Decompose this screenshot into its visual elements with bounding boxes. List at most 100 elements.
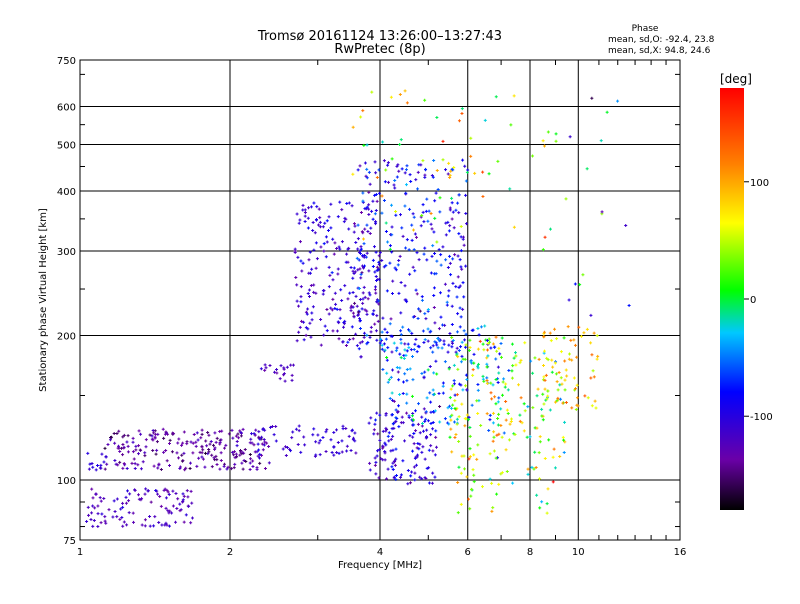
data-point: [519, 358, 523, 362]
data-point: [510, 376, 514, 380]
data-point: [384, 168, 388, 172]
data-point: [340, 299, 344, 303]
data-point: [468, 447, 472, 451]
data-point: [263, 368, 267, 372]
data-point: [174, 520, 178, 524]
data-point: [356, 223, 360, 227]
data-point: [596, 354, 600, 358]
data-point: [133, 488, 137, 492]
data-point: [105, 462, 109, 466]
data-point: [429, 211, 433, 215]
x-tick-label: 1: [77, 547, 83, 558]
data-point: [127, 499, 131, 503]
data-point: [413, 232, 417, 236]
data-point: [447, 367, 451, 371]
data-point: [398, 352, 402, 356]
data-point: [118, 450, 122, 454]
data-point: [401, 421, 405, 425]
data-point: [152, 464, 156, 468]
data-point: [434, 445, 438, 449]
data-point: [114, 462, 118, 466]
data-point: [408, 272, 412, 276]
data-point: [497, 432, 501, 436]
data-point: [377, 476, 381, 480]
data-point: [390, 350, 394, 354]
data-point: [565, 374, 569, 378]
data-point: [411, 315, 415, 319]
data-point: [392, 183, 396, 187]
data-point: [131, 511, 135, 515]
data-point: [291, 363, 295, 367]
data-point: [333, 306, 337, 310]
data-point: [463, 345, 467, 349]
data-point: [230, 428, 234, 432]
data-point: [160, 523, 164, 527]
data-point: [289, 363, 293, 367]
data-point: [423, 312, 427, 316]
data-point: [535, 394, 539, 398]
data-point: [452, 382, 456, 386]
data-point: [373, 322, 377, 326]
data-point: [257, 430, 261, 434]
data-point: [352, 271, 356, 275]
data-point: [374, 418, 378, 422]
data-point: [324, 235, 328, 239]
data-point: [316, 433, 320, 437]
data-point: [373, 270, 377, 274]
data-point: [425, 197, 429, 201]
data-point: [225, 467, 229, 471]
data-point: [426, 308, 430, 312]
data-point: [391, 448, 395, 452]
data-point: [495, 492, 499, 496]
data-point: [423, 370, 427, 374]
data-point: [405, 367, 409, 371]
data-point: [444, 221, 448, 225]
data-point: [318, 453, 322, 457]
data-point: [518, 419, 522, 423]
data-point: [232, 453, 236, 457]
data-point: [505, 408, 509, 412]
data-point: [298, 240, 302, 244]
data-point: [369, 330, 373, 334]
data-point: [144, 487, 148, 491]
data-point: [415, 446, 419, 450]
data-point: [126, 444, 130, 448]
data-point: [431, 471, 435, 475]
data-point: [367, 190, 371, 194]
data-point: [495, 349, 499, 353]
data-point: [420, 372, 424, 376]
data-point: [336, 267, 340, 271]
data-point: [314, 266, 318, 270]
data-point: [122, 462, 126, 466]
data-point: [378, 251, 382, 255]
data-point: [143, 518, 147, 522]
data-point: [386, 434, 390, 438]
data-point: [386, 346, 390, 350]
data-point: [559, 397, 563, 401]
data-point: [354, 451, 358, 455]
data-point: [250, 432, 254, 436]
data-point: [460, 267, 464, 271]
data-point: [371, 258, 375, 262]
data-point: [430, 227, 434, 231]
data-point: [441, 381, 445, 385]
data-point: [435, 240, 439, 244]
data-point: [379, 337, 383, 341]
data-point: [542, 349, 546, 353]
data-point: [394, 447, 398, 451]
data-point: [122, 520, 126, 524]
data-point: [86, 451, 90, 455]
data-point: [252, 443, 256, 447]
data-point: [496, 381, 500, 385]
data-point: [300, 269, 304, 273]
data-point: [373, 456, 377, 460]
data-point: [249, 457, 253, 461]
data-point: [415, 350, 419, 354]
data-point: [365, 143, 369, 147]
data-point: [346, 297, 350, 301]
plot-frame: [79, 59, 681, 541]
data-point: [178, 509, 182, 513]
data-point: [121, 466, 125, 470]
data-point: [373, 422, 377, 426]
